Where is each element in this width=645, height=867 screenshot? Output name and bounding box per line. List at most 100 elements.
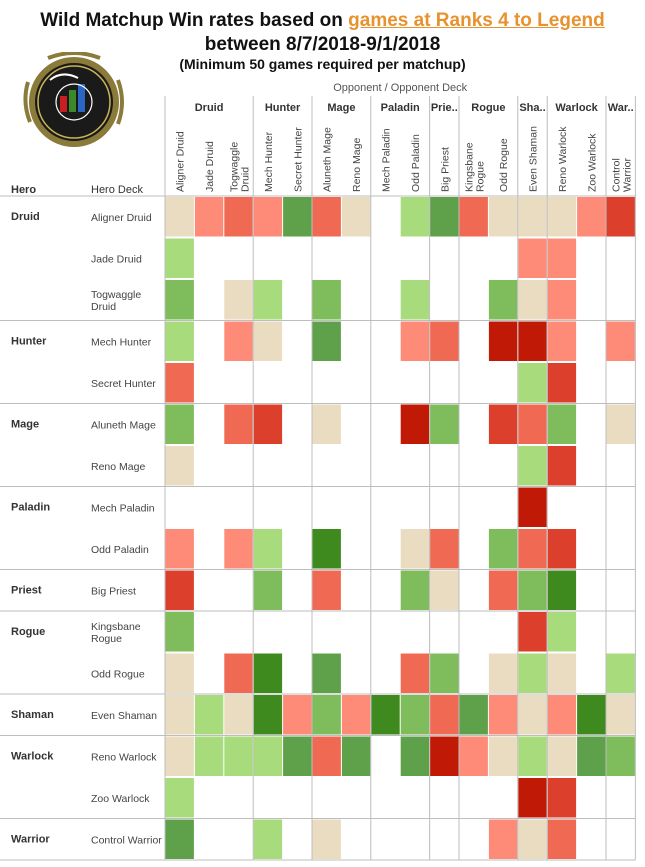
matchup-cell (253, 695, 283, 735)
hero-class-label: Mage (11, 419, 39, 431)
matchup-cell (165, 695, 194, 735)
hero-deck-axis-label: Hero Deck (91, 184, 143, 196)
column-header: Jade Druid (204, 141, 216, 192)
matchup-cell (577, 197, 606, 237)
hero-deck-label: Rogue (91, 633, 122, 645)
matchup-cell (253, 529, 283, 569)
hero-deck-label: Jade Druid (91, 253, 142, 265)
matchup-cell (518, 695, 547, 735)
hero-class-label: Rogue (11, 626, 45, 638)
hero-deck-label: Druid (91, 301, 116, 313)
column-header: Control Warrior (611, 157, 634, 192)
hero-class-label: Warrior (11, 834, 50, 846)
matchup-cell (253, 404, 283, 444)
matchup-cell (341, 695, 371, 735)
opponent-class-header: War.. (608, 102, 634, 114)
ranks-link[interactable]: games at Ranks 4 to Legend (348, 10, 605, 31)
matchup-cell (518, 321, 547, 361)
matchup-cell (518, 363, 547, 403)
hero-class-label: Paladin (11, 502, 50, 514)
column-header: Big Priest (439, 147, 451, 192)
matchup-cell (400, 695, 430, 735)
matchup-cell (165, 197, 194, 237)
matchup-cell (400, 736, 430, 776)
matchup-cell (577, 736, 606, 776)
matchup-cell (400, 197, 430, 237)
matchup-cell (400, 570, 430, 610)
matchup-cell (224, 197, 253, 237)
matchup-cell (253, 197, 283, 237)
matchup-cell (371, 695, 400, 735)
opponent-class-header: Prie.. (431, 102, 458, 114)
hero-axis-label: Hero (11, 184, 36, 196)
column-header: Mech Paladin (381, 128, 393, 192)
matchup-cell (488, 197, 518, 237)
opponent-class-header: Sha.. (519, 102, 545, 114)
matchup-cell (283, 736, 312, 776)
matchup-cell (459, 695, 488, 735)
hero-deck-label: Zoo Warlock (91, 793, 150, 805)
matchup-cell (488, 695, 518, 735)
matchup-cell (430, 695, 459, 735)
hero-deck-label: Togwaggle (91, 289, 141, 301)
matchup-cell (165, 819, 194, 859)
matchup-cell (341, 736, 371, 776)
matchup-cell (312, 280, 341, 320)
matchup-cell (488, 404, 518, 444)
matchup-cell (488, 280, 518, 320)
matchup-cell (488, 653, 518, 693)
hero-deck-label: Control Warrior (91, 834, 162, 846)
column-header: Aligner Druid (175, 131, 187, 192)
hero-deck-label: Reno Warlock (91, 751, 157, 763)
matchup-cell (165, 570, 194, 610)
matchup-cell (518, 529, 547, 569)
matchup-cell (547, 736, 577, 776)
matchup-cell (547, 570, 577, 610)
matchup-cell (283, 197, 312, 237)
matchup-cell (547, 321, 577, 361)
matchup-cell (165, 612, 194, 652)
column-header-label: Mech Paladin (381, 128, 393, 192)
matchup-cell (547, 653, 577, 693)
column-header: Mech Hunter (263, 131, 275, 192)
hero-deck-label: Kingsbane (91, 621, 141, 633)
matchup-cell (518, 778, 547, 818)
matchup-cell (518, 446, 547, 486)
matchup-cell (547, 197, 577, 237)
matchup-cell (547, 363, 577, 403)
opponent-class-header: Warlock (555, 102, 598, 114)
matchup-cell (312, 653, 341, 693)
column-header: Togwaggle Druid (229, 142, 252, 192)
column-header: Even Shaman (528, 126, 540, 192)
matchup-cell (312, 197, 341, 237)
matchup-cell (165, 280, 194, 320)
column-header-label: Control (611, 158, 623, 192)
matchup-cell (253, 280, 283, 320)
hero-deck-label: Mech Paladin (91, 502, 155, 514)
matchup-cell (547, 404, 577, 444)
matchup-cell (459, 736, 488, 776)
matchup-cell (312, 736, 341, 776)
column-header-label: Mech Hunter (263, 131, 275, 192)
opponent-class-header: Rogue (471, 102, 505, 114)
column-header-label: Togwaggle (229, 142, 241, 192)
column-header-label: Kingsbane (464, 142, 476, 192)
hero-deck-label: Mech Hunter (91, 336, 152, 348)
matchup-cell (224, 404, 253, 444)
matchup-cell (224, 695, 253, 735)
matchup-cell (253, 570, 283, 610)
matchup-cell (341, 197, 371, 237)
matchup-cell (606, 653, 635, 693)
matchup-cell (488, 321, 518, 361)
matchup-cell (606, 197, 635, 237)
matchup-cell (165, 446, 194, 486)
matchup-cell (165, 653, 194, 693)
matchup-cell (488, 819, 518, 859)
opponent-class-header: Paladin (381, 102, 420, 114)
matchup-cell (253, 819, 283, 859)
column-header-label: Zoo Warlock (586, 133, 598, 192)
matchup-cell (577, 695, 606, 735)
hero-class-label: Priest (11, 585, 42, 597)
matchup-cell (224, 321, 253, 361)
matchup-cell (547, 695, 577, 735)
